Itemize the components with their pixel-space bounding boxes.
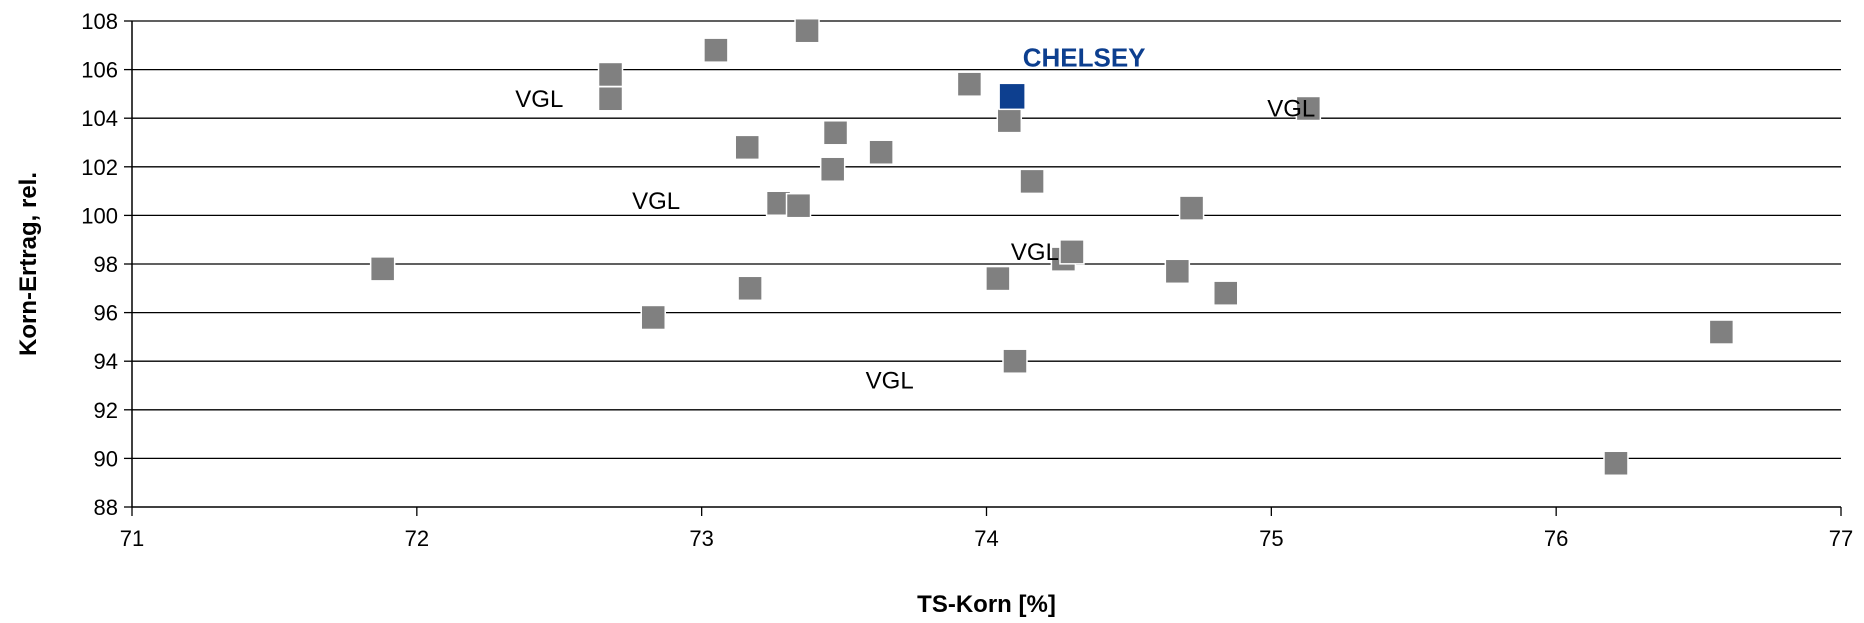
y-tick-label: 108 (81, 9, 118, 34)
data-point (1708, 319, 1735, 345)
x-tick-label: 76 (1544, 526, 1568, 551)
data-point (985, 265, 1011, 292)
data-point (1295, 95, 1322, 122)
y-tick-label: 98 (94, 252, 118, 277)
data-point (597, 61, 624, 88)
vgl-annotation: VGL (515, 86, 563, 113)
data-point (1164, 258, 1191, 285)
data-point (734, 134, 760, 161)
data-point (597, 86, 624, 112)
y-tick-label: 92 (94, 398, 118, 423)
data-point (822, 120, 849, 146)
vgl-annotation: VGL (866, 368, 914, 395)
data-point (819, 156, 846, 182)
data-point (640, 304, 666, 331)
data-point (737, 275, 763, 302)
data-point (794, 17, 820, 44)
data-points (369, 17, 1735, 477)
data-point (1002, 348, 1028, 374)
data-point (785, 192, 812, 219)
y-tick-label: 104 (81, 106, 118, 131)
y-tick-label: 90 (94, 446, 118, 471)
y-tick-label: 94 (94, 349, 118, 374)
highlight-label: CHELSEY (1023, 42, 1146, 72)
x-tick-label: 71 (120, 526, 144, 551)
data-point (1603, 450, 1629, 477)
x-tick-label: 74 (974, 526, 998, 551)
vgl-annotation: VGL (632, 188, 680, 215)
gridlines (132, 20, 1841, 460)
data-point (868, 139, 894, 165)
y-tick-label: 88 (94, 495, 118, 520)
y-tick-label: 106 (81, 58, 118, 83)
data-point (996, 107, 1023, 134)
data-point (1059, 239, 1085, 265)
data-point (956, 71, 983, 97)
vgl-annotation: VGL (1267, 95, 1315, 122)
data-point (369, 256, 396, 282)
data-point (703, 37, 729, 63)
x-tick-label: 75 (1259, 526, 1283, 551)
y-axis-ticks: 88 90 92 94 96 98 100 102 104 106 108 (81, 9, 132, 520)
data-point (1213, 280, 1239, 306)
x-tick-label: 73 (689, 526, 713, 551)
x-tick-label: 72 (405, 526, 429, 551)
y-tick-label: 102 (81, 155, 118, 180)
y-tick-label: 100 (81, 203, 118, 228)
x-axis-title: TS-Korn [%] (917, 591, 1056, 618)
highlight-point (998, 82, 1026, 111)
data-point (1178, 195, 1205, 221)
x-tick-label: 77 (1829, 526, 1853, 551)
data-point (1019, 168, 1045, 195)
y-axis-title: Korn-Ertrag, rel. (15, 172, 42, 356)
x-axis-ticks: 71 72 73 74 75 76 77 (120, 507, 1853, 551)
vgl-annotation: VGL (1011, 239, 1059, 266)
annotations: CHELSEY VGL VGL VGL VGL VGL (515, 42, 1315, 394)
y-tick-label: 96 (94, 301, 118, 326)
